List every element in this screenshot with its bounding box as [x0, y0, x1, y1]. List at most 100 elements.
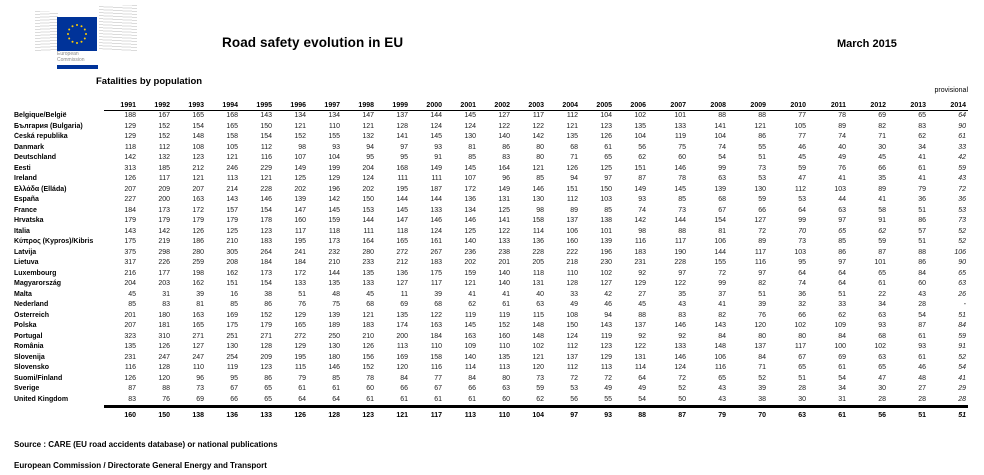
value-cell: 231: [634, 259, 646, 266]
value-cell: 179: [226, 217, 238, 224]
value-cell: 141: [714, 122, 726, 130]
value-cell: 88: [718, 112, 726, 119]
value-cell: 62: [838, 311, 846, 319]
value-cell: 77: [798, 112, 806, 119]
value-cell: 122: [430, 311, 442, 319]
value-cell: 135: [396, 311, 408, 319]
value-cell: 202: [362, 185, 374, 193]
value-cell: 121: [294, 122, 306, 130]
value-cell: 63: [502, 385, 510, 392]
country-row: Italia 143 142 126 125 123 117 118 111 118 124 125 1…: [14, 227, 968, 238]
total-cell: 88: [614, 405, 648, 421]
value-cell: 202: [464, 259, 476, 266]
value-cell: 62: [638, 154, 646, 161]
value-cell: 80: [758, 332, 766, 340]
value-cell: 160: [294, 217, 306, 224]
value-cell: 136: [396, 269, 408, 277]
value-cell: 152: [498, 322, 510, 329]
value-cell: 46: [604, 301, 612, 308]
value-cell: 107: [294, 154, 306, 161]
value-cell: 145: [464, 112, 476, 119]
value-cell: 80: [502, 374, 510, 382]
value-cell: 124: [464, 122, 476, 130]
value-cell: 109: [464, 343, 476, 350]
value-cell: 117: [158, 175, 170, 182]
value-cell: 39: [434, 290, 442, 298]
value-cell: 73: [758, 164, 766, 172]
value-cell: 298: [158, 248, 170, 256]
value-cell: 43: [718, 385, 726, 392]
value-cell: 165: [192, 112, 204, 119]
value-cell: 183: [260, 238, 272, 245]
value-cell: 134: [294, 112, 306, 119]
year-header: 2005: [580, 96, 614, 111]
value-cell: 129: [328, 175, 340, 182]
value-cell: 99: [798, 217, 806, 224]
value-cell: 53: [798, 196, 806, 203]
value-cell: 62: [878, 227, 886, 235]
value-cell: 73: [958, 217, 966, 224]
value-cell: 50: [678, 395, 686, 403]
value-cell: 138: [600, 217, 612, 224]
year-header: 1996: [274, 96, 308, 111]
value-cell: 61: [332, 385, 340, 392]
value-cell: 38: [758, 395, 766, 403]
value-cell: 157: [226, 206, 238, 214]
value-cell: 137: [634, 322, 646, 329]
value-cell: 93: [878, 322, 886, 329]
value-cell: 104: [714, 133, 726, 140]
value-cell: 44: [838, 196, 846, 203]
value-cell: 120: [754, 322, 766, 329]
value-cell: 175: [124, 238, 136, 245]
value-cell: 43: [718, 395, 726, 403]
value-cell: 135: [362, 269, 374, 277]
value-cell: 174: [396, 322, 408, 329]
value-cell: 181: [158, 322, 170, 329]
value-cell: 172: [294, 269, 306, 277]
value-cell: 87: [128, 385, 136, 392]
value-cell: 69: [838, 353, 846, 361]
value-cell: 34: [838, 385, 846, 392]
value-cell: 86: [264, 374, 272, 382]
total-cell: 126: [274, 405, 308, 421]
country-cell: Polska: [14, 322, 37, 329]
value-cell: 98: [638, 227, 646, 235]
value-cell: 62: [918, 133, 926, 140]
value-cell: 139: [294, 196, 306, 203]
value-cell: 92: [638, 269, 646, 277]
country-row: Suomi/Finland 126 120 96 95 86 79 85 78 84 77 84 80 7…: [14, 374, 968, 385]
value-cell: 148: [714, 343, 726, 350]
value-cell: 163: [192, 196, 204, 203]
value-cell: 63: [958, 280, 966, 287]
country-row: Polska 207 181 165 175 179 165 189 183 174 163 145 1…: [14, 321, 968, 332]
value-cell: 95: [230, 374, 238, 382]
value-cell: 72: [678, 374, 686, 382]
value-cell: 168: [226, 112, 238, 119]
value-cell: 101: [600, 227, 612, 235]
value-cell: 129: [634, 280, 646, 287]
value-cell: 154: [260, 133, 272, 140]
value-cell: 133: [294, 280, 306, 287]
value-cell: 68: [434, 301, 442, 308]
logo-caption-line2: Commission: [57, 56, 85, 63]
value-cell: 103: [834, 185, 846, 193]
total-cell: 113: [444, 405, 478, 421]
value-cell: 150: [600, 185, 612, 193]
value-cell: 59: [958, 332, 966, 340]
value-cell: 106: [714, 238, 726, 245]
value-cell: 55: [758, 143, 766, 151]
value-cell: 102: [874, 343, 886, 350]
value-cell: 134: [328, 112, 340, 119]
value-cell: 172: [192, 206, 204, 214]
value-cell: 61: [838, 364, 846, 371]
country-row: Magyarország 204 203 162 151 154 133 135 133 127 1…: [14, 279, 968, 290]
value-cell: 152: [158, 122, 170, 130]
value-cell: 61: [604, 143, 612, 151]
value-cell: 180: [328, 353, 340, 361]
value-cell: 39: [758, 385, 766, 392]
value-cell: 152: [294, 133, 306, 140]
value-cell: 164: [498, 164, 510, 172]
value-cell: 48: [918, 374, 926, 382]
value-cell: 65: [798, 364, 806, 371]
value-cell: 118: [328, 227, 340, 235]
